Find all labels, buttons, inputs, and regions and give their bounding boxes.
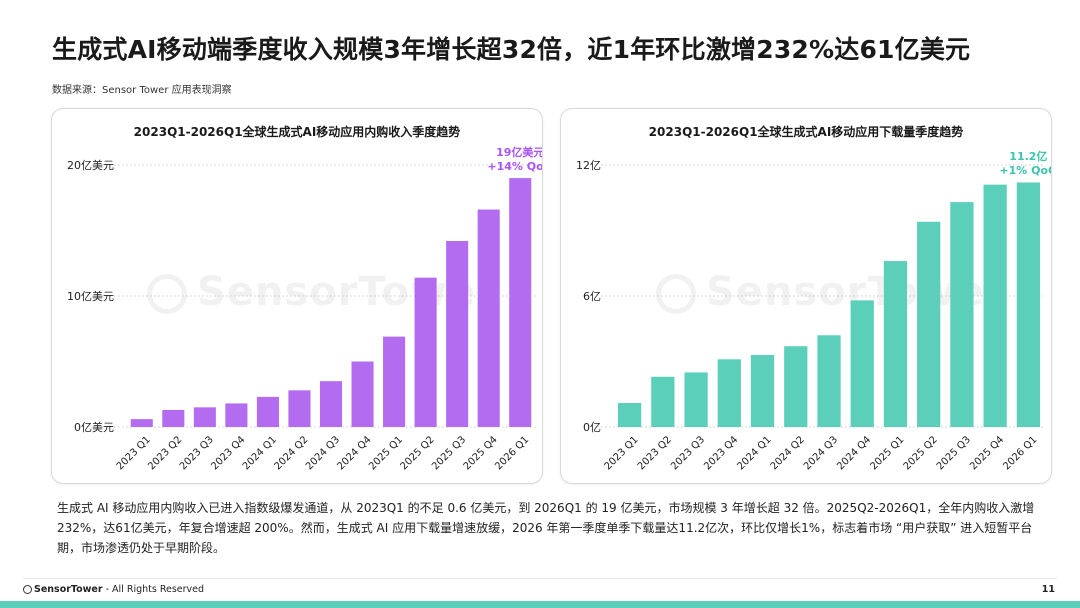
- revenue-chart-title: 2023Q1-2026Q1全球生成式AI移动应用内购收入季度趋势: [133, 125, 461, 139]
- bar: [477, 209, 500, 427]
- watermark: SensorTower: [147, 269, 497, 315]
- bar: [288, 390, 311, 427]
- x-tick-label: 2025 Q1: [868, 434, 906, 472]
- x-tick-label: 2024 Q1: [736, 434, 774, 472]
- sensor-tower-logo-icon: [147, 274, 187, 314]
- y-tick-label: 0亿美元: [74, 421, 114, 434]
- sensor-tower-logo-icon: [23, 585, 32, 594]
- bar: [883, 261, 908, 427]
- y-tick-label: 20亿美元: [67, 159, 114, 172]
- downloads-annotation: 11.2亿 +1% QoQ: [988, 150, 1052, 178]
- bar: [351, 361, 374, 427]
- bar: [917, 221, 941, 427]
- footer-brand: SensorTower - All Rights Reserved: [23, 584, 204, 595]
- bar: [162, 409, 185, 427]
- y-tick-label: 10亿美元: [67, 290, 114, 303]
- revenue-annotation-qoq: +14% QoQ: [487, 160, 543, 174]
- bar: [383, 336, 406, 427]
- footer-brand-name: SensorTower: [34, 584, 103, 595]
- bar: [850, 300, 874, 427]
- watermark-text: SensorTower: [197, 269, 497, 315]
- revenue-annotation-value: 19亿美元: [496, 146, 543, 160]
- x-tick-label: 2025 Q3: [935, 434, 973, 472]
- footer-rights: - All Rights Reserved: [102, 584, 205, 595]
- x-tick-label: 2025 Q4: [968, 434, 1006, 472]
- bar: [684, 372, 708, 427]
- bar: [446, 240, 469, 427]
- sensor-tower-logo-icon: [656, 274, 696, 314]
- downloads-annotation-value: 11.2亿: [1009, 150, 1048, 164]
- y-tick-label: 0亿: [583, 421, 601, 434]
- bar: [130, 419, 153, 427]
- downloads-chart-panel: 2023Q1-2026Q1全球生成式AI移动应用下载量季度趋势 SensorTo…: [560, 108, 1052, 484]
- x-tick-label: 2023 Q2: [636, 434, 674, 472]
- x-tick-label: 2023 Q4: [702, 434, 740, 472]
- downloads-annotation-qoq: +1% QoQ: [999, 164, 1052, 178]
- footer-divider: [23, 578, 1057, 579]
- page-title: 生成式AI移动端季度收入规模3年增长超32倍，近1年环比激增232%达61亿美元: [52, 35, 971, 64]
- x-tick-label: 2023 Q3: [669, 434, 707, 472]
- bar: [193, 407, 216, 427]
- revenue-chart-panel: 2023Q1-2026Q1全球生成式AI移动应用内购收入季度趋势 SensorT…: [51, 108, 543, 484]
- x-tick-label: 2024 Q2: [769, 434, 807, 472]
- y-tick-label: 12亿: [576, 159, 601, 172]
- bar: [651, 376, 675, 427]
- bar: [319, 381, 343, 427]
- bar: [256, 396, 279, 427]
- downloads-chart-title: 2023Q1-2026Q1全球生成式AI移动应用下载量季度趋势: [648, 125, 964, 139]
- x-tick-label: 2026 Q1: [493, 434, 531, 472]
- bar: [617, 402, 642, 427]
- bar: [1016, 182, 1041, 427]
- y-tick-label: 6亿: [583, 290, 601, 303]
- bar: [225, 403, 248, 427]
- x-tick-label: 2025 Q2: [902, 434, 940, 472]
- bar: [817, 335, 841, 427]
- page-number: 11: [1041, 584, 1055, 595]
- x-tick-label: 2023 Q1: [603, 434, 641, 472]
- bar: [950, 202, 974, 427]
- bar: [750, 354, 775, 427]
- x-tick-label: 2024 Q4: [835, 434, 873, 472]
- x-tick-label: 2024 Q3: [802, 434, 840, 472]
- bar: [414, 277, 437, 427]
- bar: [717, 359, 741, 427]
- bar: [983, 184, 1007, 427]
- bar: [509, 178, 532, 427]
- description-text: 生成式 AI 移动应用内购收入已进入指数级爆发通道，从 2023Q1 的不足 0…: [57, 501, 1035, 555]
- bar: [784, 346, 808, 427]
- data-source: 数据来源：Sensor Tower 应用表现洞察: [52, 85, 232, 96]
- revenue-annotation: 19亿美元 +14% QoQ: [480, 146, 543, 174]
- x-tick-label: 2026 Q1: [1001, 434, 1039, 472]
- bottom-accent-bar: [0, 601, 1080, 608]
